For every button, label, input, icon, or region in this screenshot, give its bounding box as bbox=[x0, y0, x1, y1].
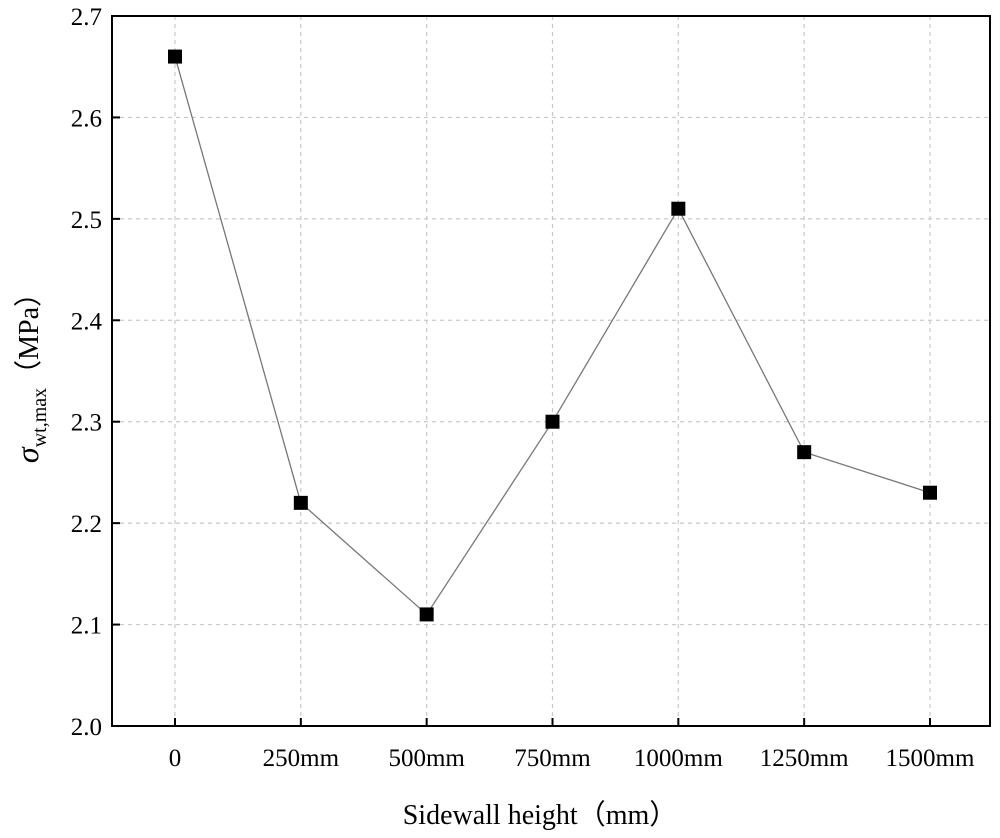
y-tick-label: 2.2 bbox=[71, 511, 102, 538]
y-tick-label: 2.6 bbox=[71, 105, 102, 132]
x-tick-label: 750mm bbox=[514, 745, 591, 772]
y-axis-unit: （MPa） bbox=[13, 279, 45, 388]
grid bbox=[112, 16, 990, 726]
x-tick-label: 1000mm bbox=[634, 745, 723, 772]
data-point bbox=[545, 414, 560, 429]
x-tick-label: 500mm bbox=[388, 745, 465, 772]
y-axis-title: σwt,max（MPa） bbox=[9, 279, 51, 463]
data-point bbox=[293, 495, 308, 510]
data-point bbox=[168, 49, 182, 64]
y-tick-label: 2.1 bbox=[71, 613, 102, 640]
axis-ticks bbox=[112, 15, 931, 727]
x-tick-labels: 0 250mm 500mm 750mm 1000mm 1250mm 1500mm bbox=[169, 745, 975, 772]
data-point bbox=[671, 201, 686, 216]
y-tick-labels: 2.0 2.1 2.2 2.3 2.4 2.5 2.6 2.7 bbox=[71, 4, 103, 741]
x-tick-label: 0 bbox=[169, 745, 182, 772]
plot-frame bbox=[111, 15, 991, 727]
x-axis-title: Sidewall height（mm） bbox=[403, 799, 678, 831]
data-point bbox=[923, 485, 937, 500]
data-point bbox=[797, 445, 812, 460]
y-tick-label: 2.0 bbox=[71, 714, 102, 741]
y-axis-symbol: σ bbox=[9, 446, 45, 463]
svg-text:σwt,max（MPa）: σwt,max（MPa） bbox=[9, 279, 51, 463]
series bbox=[168, 49, 937, 622]
y-tick-label: 2.5 bbox=[71, 207, 102, 234]
y-axis-subscript: wt,max bbox=[29, 388, 51, 447]
y-tick-label: 2.3 bbox=[71, 410, 102, 437]
y-tick-label: 2.7 bbox=[71, 4, 102, 31]
x-tick-label: 1500mm bbox=[886, 745, 975, 772]
x-tick-label: 250mm bbox=[263, 745, 340, 772]
x-tick-label: 1250mm bbox=[760, 745, 849, 772]
data-point bbox=[419, 607, 434, 622]
y-tick-label: 2.4 bbox=[71, 308, 103, 335]
